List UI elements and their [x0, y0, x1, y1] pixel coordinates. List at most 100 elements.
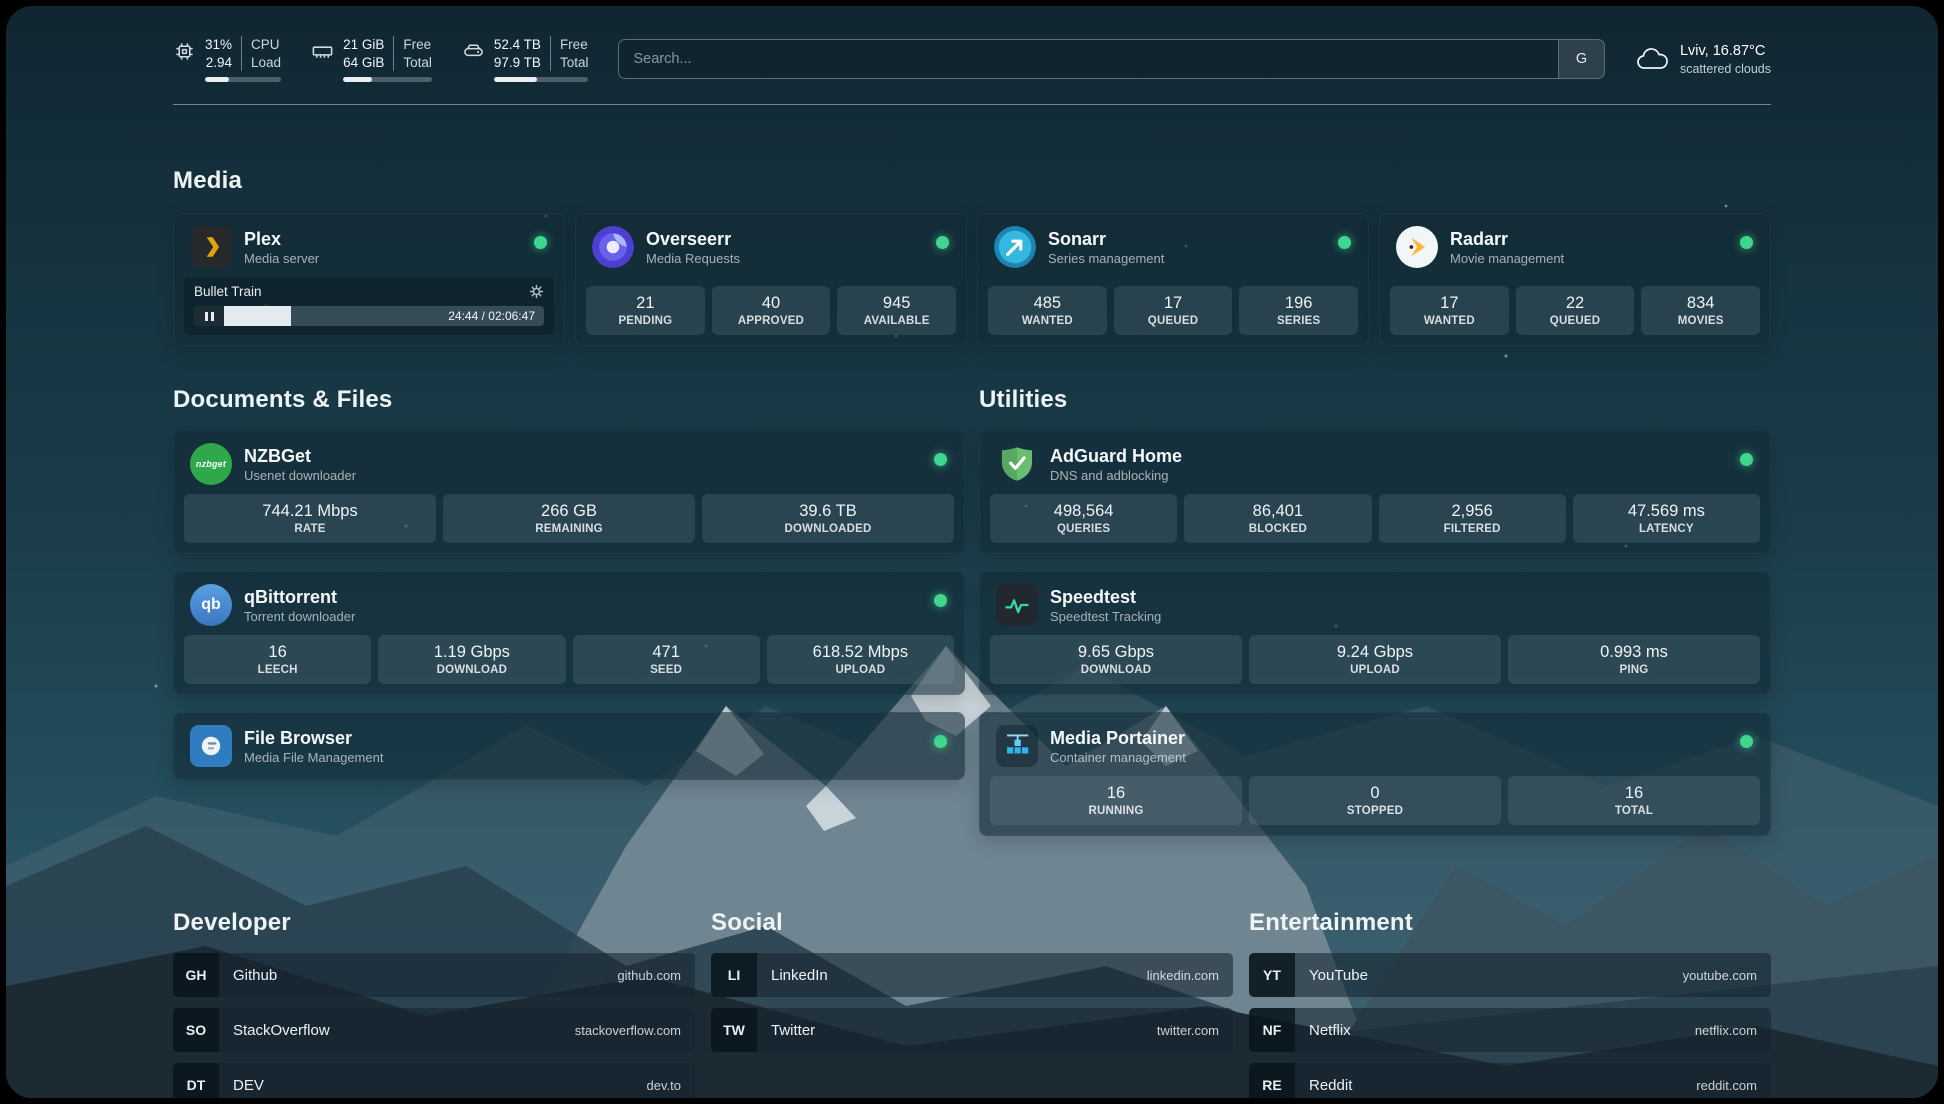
pause-button[interactable] [194, 306, 224, 326]
app-name: Plex [244, 228, 282, 249]
disk-total-value: 97.9 TB [493, 54, 541, 70]
bookmark-reddit[interactable]: RE Reddit reddit.com [1249, 1063, 1771, 1098]
memory-widget: 21 GiB 64 GiB Free Total [311, 36, 432, 82]
weather-widget: Lviv, 16.87°C scattered clouds [1635, 42, 1771, 77]
disk-free-label: Free [559, 37, 588, 52]
stat-downloaded: 39.6 TB DOWNLOADED [702, 494, 954, 543]
app-subtitle: Series management [1048, 250, 1165, 266]
stat-latency: 47.569 ms LATENCY [1572, 494, 1760, 543]
disk-free-value: 52.4 TB [493, 37, 541, 52]
section-title-social: Social [711, 909, 783, 936]
plex-app-link[interactable]: Plex Media server [174, 214, 564, 277]
bookmark-name: Netflix [1309, 1021, 1351, 1039]
playback-progress-bar[interactable]: 24:44 / 02:06:47 [194, 306, 544, 326]
bookmark-netflix[interactable]: NF Netflix netflix.com [1249, 1008, 1771, 1052]
app-subtitle: Container management [1050, 749, 1186, 765]
app-subtitle: Media Requests [646, 250, 740, 266]
weather-condition: scattered clouds [1679, 61, 1771, 76]
stat-series: 196 SERIES [1239, 286, 1359, 335]
app-name: NZBGet [244, 445, 311, 466]
bookmark-domain: twitter.com [1156, 1022, 1219, 1038]
speedtest-app-link[interactable]: Speedtest Speedtest Tracking [980, 572, 1770, 635]
sonarr-app-link[interactable]: Sonarr Series management [978, 214, 1368, 277]
stat-download: 1.19 Gbps DOWNLOAD [378, 635, 566, 684]
cpu-icon [176, 43, 193, 60]
memory-free-value: 21 GiB [343, 37, 385, 52]
app-name: Overseerr [646, 228, 732, 249]
stat-remaining: 266 GB REMAINING [443, 494, 695, 543]
bookmark-name: LinkedIn [771, 966, 828, 984]
qbittorrent-app-link[interactable]: qb qBittorrent Torrent downloader [174, 572, 964, 635]
memory-usage-bar [343, 77, 432, 82]
disk-widget: 52.4 TB 97.9 TB Free Total [462, 36, 589, 82]
search-provider-button[interactable]: G [1557, 40, 1604, 78]
bookmark-abbr: DT [173, 1063, 219, 1098]
bookmark-domain: youtube.com [1682, 967, 1757, 983]
bookmark-abbr: GH [173, 953, 219, 997]
bookmark-name: YouTube [1309, 966, 1368, 984]
stat-upload: 618.52 Mbps UPLOAD [766, 635, 954, 684]
app-name: Media Portainer [1050, 727, 1186, 748]
plex-icon [190, 226, 232, 268]
bookmark-github[interactable]: GH Github github.com [173, 953, 695, 997]
filebrowser-app-link[interactable]: File Browser Media File Management [174, 713, 964, 779]
overseerr-app-link[interactable]: Overseerr Media Requests [576, 214, 966, 277]
bookmark-abbr: YT [1249, 953, 1295, 997]
stat-stopped: 0 STOPPED [1249, 776, 1501, 825]
bookmark-youtube[interactable]: YT YouTube youtube.com [1249, 953, 1771, 997]
cpu-usage-label: CPU [251, 37, 280, 52]
bookmark-abbr: RE [1249, 1063, 1295, 1098]
status-dot [1740, 735, 1753, 748]
memory-total-value: 64 GiB [343, 54, 385, 70]
card-portainer: Media Portainer Container management 16 … [979, 712, 1771, 836]
stat-download: 9.65 Gbps DOWNLOAD [990, 635, 1242, 684]
plex-now-playing: Bullet Train [184, 277, 554, 335]
gear-icon[interactable] [529, 284, 544, 299]
bookmark-group-entertainment: Entertainment YT YouTube youtube.com NF … [1249, 909, 1771, 1098]
stat-wanted: 17 WANTED [1390, 286, 1509, 335]
app-subtitle: Usenet downloader [244, 467, 357, 483]
bookmark-dev[interactable]: DT DEV dev.to [173, 1063, 695, 1098]
playback-progress-fill [224, 306, 291, 326]
stat-movies: 834 MOVIES [1641, 286, 1761, 335]
nzbget-app-link[interactable]: nzbget NZBGet Usenet downloader [174, 431, 964, 494]
top-bar: 31% 2.94 CPU Load [173, 36, 1771, 82]
card-nzbget: nzbget NZBGet Usenet downloader 744.21 M… [173, 430, 965, 554]
stat-blocked: 86,401 BLOCKED [1184, 494, 1372, 543]
bookmark-domain: linkedin.com [1146, 967, 1219, 983]
section-title-media: Media [173, 167, 243, 194]
bookmark-stackoverflow[interactable]: SO StackOverflow stackoverflow.com [173, 1008, 695, 1052]
search-bar: G [618, 39, 1605, 79]
portainer-icon [996, 725, 1038, 767]
radarr-app-link[interactable]: Radarr Movie management [1380, 214, 1770, 277]
bookmark-twitter[interactable]: TW Twitter twitter.com [711, 1008, 1233, 1052]
status-dot [1740, 236, 1753, 249]
card-qbittorrent: qb qBittorrent Torrent downloader 16 LEE… [173, 571, 965, 695]
stat-filtered: 2,956 FILTERED [1378, 494, 1566, 543]
bookmark-domain: dev.to [646, 1077, 681, 1093]
weather-location-temp: Lviv, 16.87°C [1679, 42, 1766, 59]
portainer-app-link[interactable]: Media Portainer Container management [980, 713, 1770, 776]
app-subtitle: Media server [244, 250, 320, 266]
search-input[interactable] [619, 40, 1558, 78]
stat-available: 945 AVAILABLE [837, 286, 957, 335]
bookmark-linkedin[interactable]: LI LinkedIn linkedin.com [711, 953, 1233, 997]
card-speedtest: Speedtest Speedtest Tracking 9.65 Gbps D… [979, 571, 1771, 695]
status-dot [934, 594, 947, 607]
cloud-icon [1637, 48, 1668, 69]
memory-total-label: Total [403, 54, 432, 70]
disk-total-label: Total [559, 54, 589, 70]
overseerr-icon [592, 226, 634, 268]
stat-leech: 16 LEECH [184, 635, 372, 684]
stat-total: 16 TOTAL [1508, 776, 1760, 825]
bookmark-abbr: NF [1249, 1008, 1295, 1052]
middle-columns: Documents & Files nzbget NZBGet Usenet d… [173, 346, 1771, 853]
status-dot [1740, 453, 1753, 466]
bookmark-group-social: Social LI LinkedIn linkedin.com TW Twitt… [711, 909, 1233, 1098]
documents-column: Documents & Files nzbget NZBGet Usenet d… [173, 346, 965, 853]
adguard-app-link[interactable]: AdGuard Home DNS and adblocking [980, 431, 1770, 494]
app-name: Sonarr [1048, 228, 1107, 249]
adguard-icon [996, 443, 1038, 485]
bookmark-domain: netflix.com [1694, 1022, 1757, 1038]
stat-ping: 0.993 ms PING [1508, 635, 1760, 684]
